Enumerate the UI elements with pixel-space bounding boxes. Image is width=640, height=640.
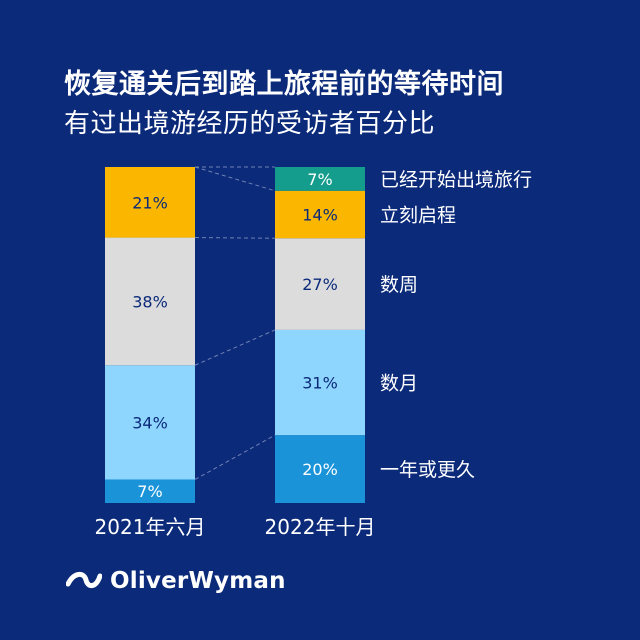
legend-label: 立刻启程 — [380, 205, 456, 227]
oliverwyman-logo-icon — [66, 572, 102, 588]
data-label: 34% — [132, 413, 168, 432]
stacked-bar-chart: 7% 34% 38% 21% 2021年六月 20% 31% 27% 14% 7% 2022年十月 一… — [95, 166, 532, 539]
data-label: 27% — [302, 275, 338, 294]
connector-line — [194, 329, 276, 366]
brand-logo: OliverWyman — [66, 568, 286, 594]
category-label: 2022年十月 — [265, 515, 376, 539]
chart-subtitle: 有过出境游经历的受访者百分比 — [64, 109, 436, 139]
data-label: 21% — [132, 193, 168, 212]
bar-segment — [275, 238, 365, 330]
bar-segment — [105, 365, 195, 480]
legend-label: 数月 — [380, 373, 418, 395]
chart-title: 恢复通关后到踏上旅程前的等待时间 — [64, 69, 504, 100]
connector-line — [194, 166, 276, 192]
data-label: 31% — [302, 374, 338, 393]
bar-segment — [275, 329, 365, 436]
data-label: 38% — [132, 292, 168, 311]
legend-label: 数周 — [380, 274, 418, 296]
data-label: 7% — [307, 170, 332, 189]
category-label: 2021年六月 — [95, 515, 206, 539]
bar-segment — [105, 167, 195, 238]
bar-segment — [105, 479, 195, 503]
connector-line — [194, 237, 276, 239]
bar-segment — [275, 167, 365, 191]
bar-segment — [275, 190, 365, 239]
legend-label: 一年或更久 — [380, 459, 475, 481]
brand-name: OliverWyman — [110, 568, 286, 594]
bar-segment — [275, 435, 365, 503]
connector-lines — [194, 166, 276, 480]
legend-label: 已经开始出境旅行 — [380, 169, 532, 191]
data-label: 20% — [302, 460, 338, 479]
data-label: 14% — [302, 206, 338, 225]
connector-line — [194, 434, 276, 480]
data-label: 7% — [137, 482, 162, 501]
bar-segment — [105, 237, 195, 366]
